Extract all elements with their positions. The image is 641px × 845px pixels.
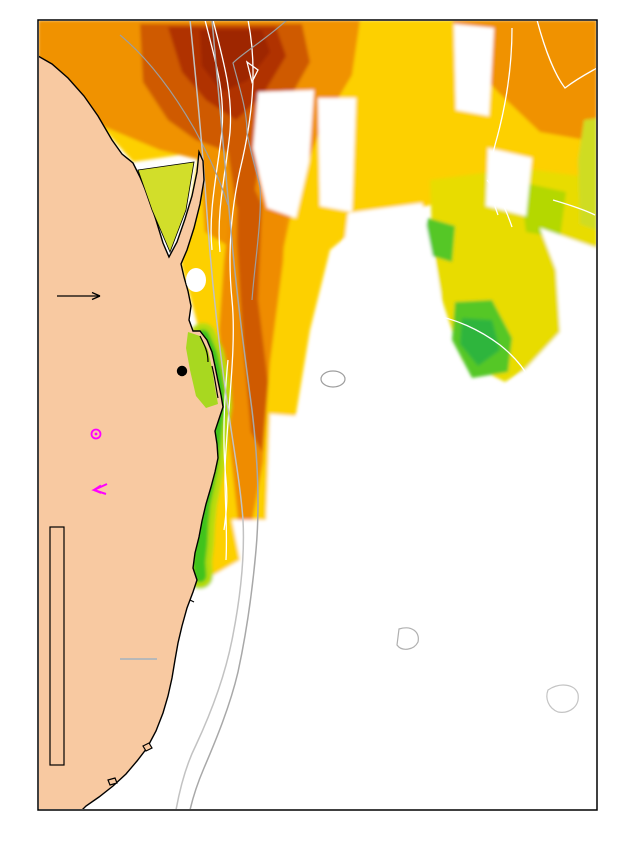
colorbar [49,526,65,766]
sst-field [39,21,596,809]
key-graphics [57,291,188,660]
map-frame [37,19,598,811]
coastline-land [39,55,224,809]
hervey-bay-water [137,161,195,254]
scale-arrow [57,291,101,301]
isobath-lines [175,21,259,809]
ssh-contours-gray [119,21,579,713]
brisbane-dot [176,365,188,377]
coastal-headlands [107,599,195,786]
argo-symbol [90,428,102,440]
coastal-cloud [186,268,206,292]
drifter-symbol [91,483,108,495]
moreton-bay-water [186,332,218,408]
bay-islands [199,335,219,399]
